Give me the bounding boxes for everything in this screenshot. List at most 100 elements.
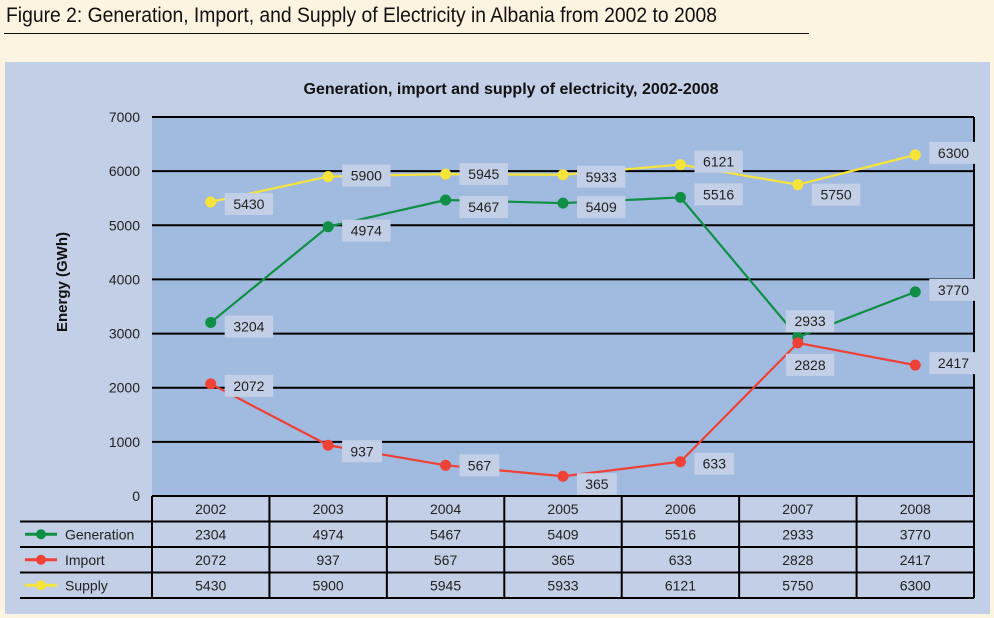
generation-data-label: 3770 xyxy=(938,282,969,298)
y-tick-label: 2000 xyxy=(109,380,140,396)
generation-table-cell: 4974 xyxy=(313,526,344,542)
generation-point xyxy=(674,191,686,203)
x-tick-label: 2007 xyxy=(782,501,813,517)
supply-point xyxy=(205,196,217,208)
import-data-label: 937 xyxy=(350,443,374,459)
legend-generation-marker xyxy=(36,529,46,540)
y-tick-label: 4000 xyxy=(109,271,140,287)
generation-label-box xyxy=(694,183,743,206)
import-label-box xyxy=(224,374,274,397)
generation-data-label: 5467 xyxy=(468,199,499,215)
import-point xyxy=(557,470,569,482)
x-tick-label: 2004 xyxy=(430,501,461,517)
legend-supply-label: Supply xyxy=(65,577,108,593)
generation-label-box xyxy=(785,310,835,333)
import-point xyxy=(440,459,452,471)
supply-label-box xyxy=(694,150,743,173)
y-tick-label: 7000 xyxy=(109,109,140,125)
import-label-box xyxy=(694,452,735,475)
import-point xyxy=(909,359,921,371)
supply-data-label: 5900 xyxy=(351,168,382,184)
legend-import-label: Import xyxy=(65,552,105,568)
supply-data-label: 5430 xyxy=(233,196,264,212)
import-table-cell: 2828 xyxy=(782,552,813,568)
y-tick-label: 0 xyxy=(132,488,140,504)
y-tick-label: 5000 xyxy=(109,217,140,233)
supply-label-box xyxy=(224,193,274,216)
import-point xyxy=(792,337,804,349)
generation-table-cell: 3770 xyxy=(900,526,931,542)
import-table-cell: 365 xyxy=(551,552,575,568)
supply-point xyxy=(322,171,334,183)
supply-table-cell: 6121 xyxy=(665,577,696,593)
import-data-label: 2828 xyxy=(794,357,825,373)
supply-point xyxy=(440,168,452,180)
generation-point xyxy=(909,286,921,298)
generation-table-cell: 2304 xyxy=(195,526,226,542)
supply-label-box xyxy=(577,165,626,188)
generation-data-label: 5516 xyxy=(703,186,734,202)
supply-point xyxy=(792,179,804,191)
supply-label-box xyxy=(342,164,391,187)
generation-label-box xyxy=(224,315,274,338)
figure-title: Figure 2: Generation, Import, and Supply… xyxy=(6,4,717,27)
supply-table-cell: 6300 xyxy=(900,577,931,593)
generation-data-label: 2933 xyxy=(794,313,825,329)
supply-point xyxy=(674,159,686,171)
import-table-cell: 567 xyxy=(434,552,458,568)
generation-data-label: 3204 xyxy=(233,319,264,335)
legend-import-marker xyxy=(36,554,46,565)
supply-table-cell: 5430 xyxy=(195,577,226,593)
import-label-box xyxy=(342,440,382,463)
import-data-label: 633 xyxy=(703,456,727,472)
import-table-cell: 633 xyxy=(669,552,693,568)
import-data-label: 567 xyxy=(468,457,492,473)
data-table: 2002 2003 2004 2005 2006 2007 2008 Generation 23… xyxy=(20,495,975,599)
supply-data-label: 6300 xyxy=(938,145,969,161)
generation-data-label: 5409 xyxy=(586,199,617,215)
generation-table-cell: 5467 xyxy=(430,526,461,542)
supply-data-label: 5750 xyxy=(820,187,851,203)
import-table-cell: 2072 xyxy=(195,552,226,568)
legend-supply-marker xyxy=(36,580,46,591)
generation-point xyxy=(557,197,569,209)
y-axis-label: Energy (GWh) xyxy=(54,232,71,332)
import-data-label: 2417 xyxy=(938,355,969,371)
import-label-box xyxy=(577,473,617,496)
import-label-box xyxy=(785,353,835,376)
supply-point xyxy=(909,149,921,161)
supply-label-box xyxy=(929,141,978,164)
supply-table-cell: 5933 xyxy=(547,577,578,593)
supply-data-label: 5933 xyxy=(586,169,617,185)
generation-data-label: 4974 xyxy=(351,223,382,239)
x-tick-label: 2003 xyxy=(313,501,344,517)
supply-table-cell: 5945 xyxy=(430,577,461,593)
supply-table-cell: 5750 xyxy=(782,577,813,593)
chart-title: Generation, import and supply of electri… xyxy=(304,81,719,98)
plot-area: 0 1000 2000 3000 4000 5000 6000 7000 3204 4974 546… xyxy=(109,109,978,504)
x-tick-label: 2005 xyxy=(547,501,578,517)
import-data-label: 2072 xyxy=(233,378,264,394)
generation-point xyxy=(440,194,452,206)
y-tick-label: 6000 xyxy=(109,163,140,179)
generation-point xyxy=(205,317,217,329)
y-tick-label: 1000 xyxy=(109,434,140,450)
import-table-cell: 2417 xyxy=(900,552,931,568)
import-point xyxy=(205,378,217,390)
supply-table-cell: 5900 xyxy=(313,577,344,593)
legend-generation-label: Generation xyxy=(65,526,134,542)
generation-table-cell: 5516 xyxy=(665,526,696,542)
import-label-box xyxy=(929,352,978,375)
x-tick-label: 2008 xyxy=(900,501,931,517)
generation-point xyxy=(322,221,334,233)
supply-data-label: 6121 xyxy=(703,154,734,170)
supply-label-box xyxy=(811,183,861,206)
generation-label-box xyxy=(577,196,626,219)
generation-label-box xyxy=(342,219,391,242)
generation-table-cell: 2933 xyxy=(782,526,813,542)
title-underline xyxy=(4,33,809,34)
supply-point xyxy=(557,169,569,181)
import-point xyxy=(674,456,686,468)
generation-table-cell: 5409 xyxy=(547,526,578,542)
y-tick-label: 3000 xyxy=(109,326,140,342)
